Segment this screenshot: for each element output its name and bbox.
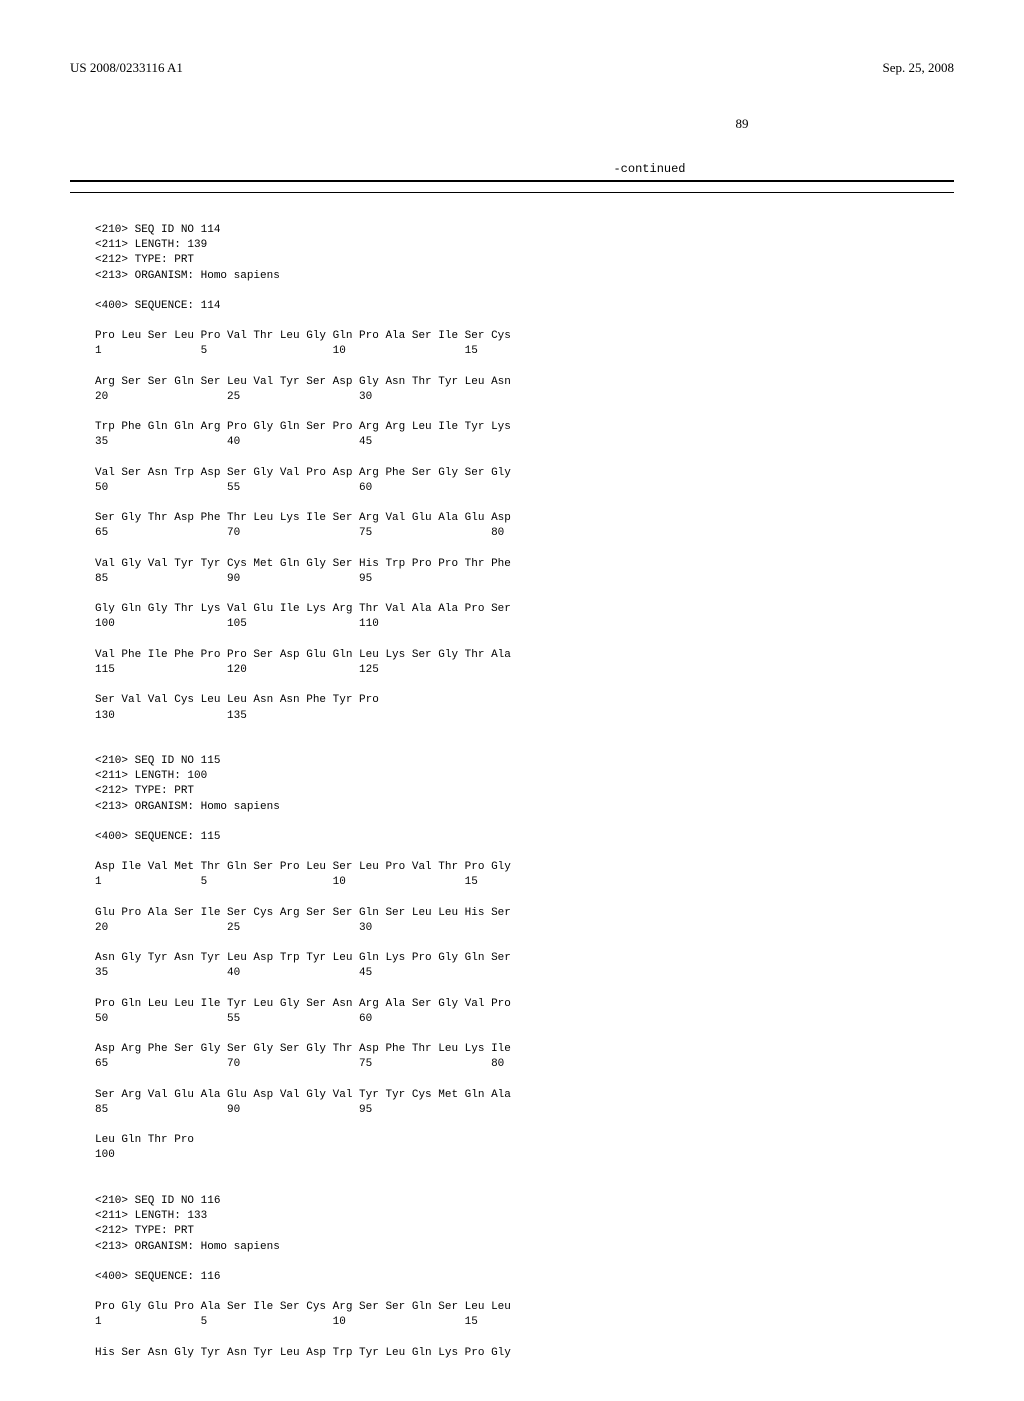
divider-top-thin (70, 192, 954, 193)
page-header: US 2008/0233116 A1 Sep. 25, 2008 (70, 60, 954, 76)
sequence-listing: <210> SEQ ID NO 114 <211> LENGTH: 139 <2… (95, 223, 954, 1361)
continued-label: -continued (70, 162, 954, 176)
divider-top-thick (70, 180, 954, 182)
publication-number: US 2008/0233116 A1 (70, 60, 183, 76)
publication-date: Sep. 25, 2008 (883, 60, 955, 76)
page-number: 89 (70, 116, 954, 132)
